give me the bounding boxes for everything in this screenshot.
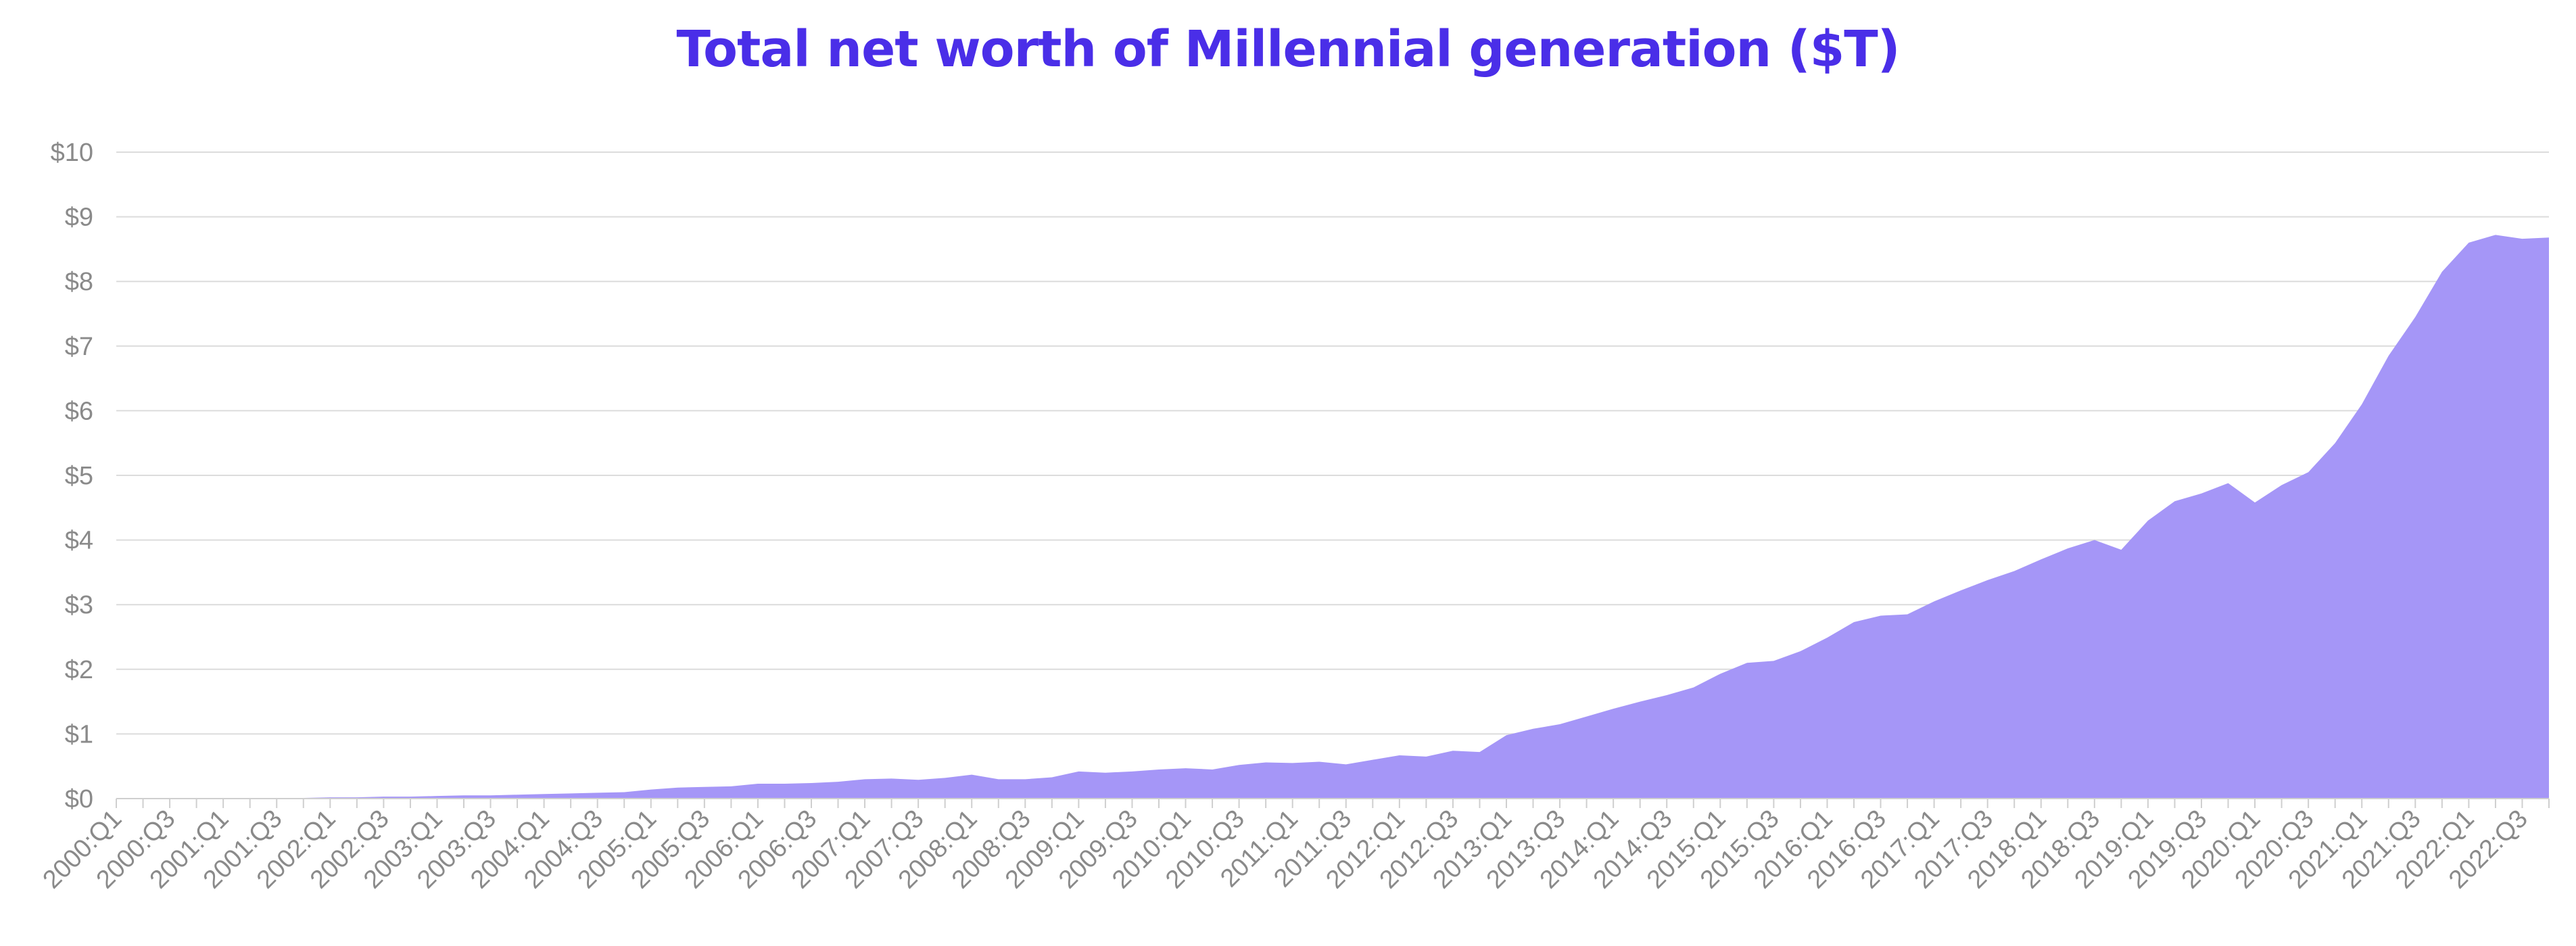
y-tick-label: $2 [65,656,93,684]
y-tick-label: $8 [65,268,93,296]
series-area [116,235,2549,799]
chart-title: Total net worth of Millennial generation… [676,20,1900,78]
y-tick-label: $4 [65,527,93,555]
area-layer [116,235,2549,799]
x-axis-ticks: 2000:Q12000:Q32001:Q12001:Q32002:Q12002:… [38,798,2550,894]
y-tick-label: $0 [65,785,93,813]
y-tick-label: $10 [51,139,93,167]
grid-lines [116,151,2549,799]
y-tick-label: $6 [65,397,93,425]
y-tick-label: $3 [65,591,93,619]
y-tick-label: $7 [65,333,93,361]
y-tick-label: $1 [65,720,93,749]
y-tick-label: $9 [65,204,93,232]
y-tick-label: $5 [65,462,93,490]
y-axis-ticks: $0 $1 $2 $3 $4 $5 $6 $7 $8 $9 $10 [51,139,93,813]
